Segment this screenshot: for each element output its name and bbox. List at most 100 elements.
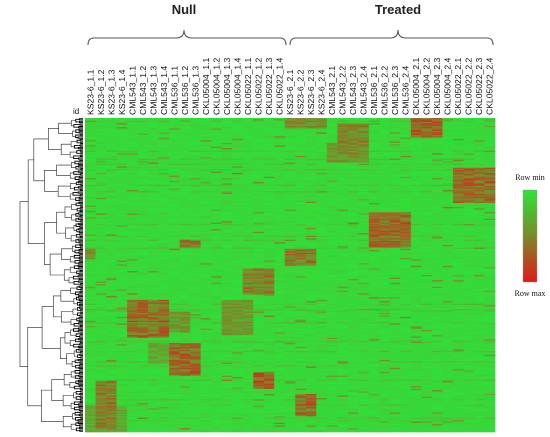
heatmap-cell xyxy=(389,121,401,124)
heatmap-cell xyxy=(127,154,138,157)
heatmap-cell xyxy=(95,154,107,157)
heatmap-cell xyxy=(274,165,286,167)
heatmap-cell xyxy=(379,123,391,125)
heatmap-cell xyxy=(295,209,307,212)
heatmap-cell xyxy=(179,154,191,157)
heatmap-cell xyxy=(410,233,422,235)
heatmap-cell xyxy=(263,124,275,127)
heatmap-cell xyxy=(263,218,275,221)
heatmap-cell xyxy=(442,201,454,204)
heatmap-cell xyxy=(316,180,328,183)
heatmap-cell xyxy=(274,184,286,187)
heatmap-cell xyxy=(368,153,380,155)
heatmap-cell xyxy=(263,240,275,243)
heatmap-cell xyxy=(179,135,191,137)
heatmap-cell xyxy=(127,229,138,231)
heatmap-cell xyxy=(337,161,349,163)
heatmap-cell xyxy=(358,127,370,129)
heatmap-cell xyxy=(106,136,117,138)
heatmap-cell xyxy=(431,149,443,152)
heatmap-cell xyxy=(200,206,212,209)
dendrogram-branch xyxy=(61,248,73,260)
heatmap-cell xyxy=(410,132,422,135)
heatmap-cell xyxy=(221,200,233,203)
heatmap-cell xyxy=(463,127,475,129)
heatmap-cell xyxy=(379,135,391,137)
heatmap-cell xyxy=(379,244,391,247)
heatmap-cell xyxy=(263,254,275,256)
heatmap-cell xyxy=(95,163,107,166)
heatmap-cell xyxy=(431,127,443,129)
heatmap-cell xyxy=(389,199,401,201)
heatmap-cell xyxy=(253,135,265,137)
heatmap-cell xyxy=(431,132,443,135)
heatmap-cell xyxy=(368,222,380,225)
heatmap-cell xyxy=(211,155,223,158)
heatmap-cell xyxy=(379,172,391,175)
dendrogram-branch xyxy=(79,303,83,307)
heatmap-cell xyxy=(148,169,159,171)
heatmap-cell xyxy=(389,226,401,229)
heatmap-cell xyxy=(410,195,422,197)
heatmap-cell xyxy=(190,248,201,251)
heatmap-cell xyxy=(368,135,380,137)
heatmap-cell xyxy=(305,218,317,221)
heatmap-cell xyxy=(316,158,328,161)
heatmap-cell xyxy=(190,200,201,203)
heatmap-cell xyxy=(368,182,380,184)
heatmap-cell xyxy=(106,125,117,128)
heatmap-cell xyxy=(158,209,170,212)
heatmap-cell xyxy=(263,146,275,149)
heatmap-cell xyxy=(389,193,401,196)
heatmap-cell xyxy=(253,201,265,204)
heatmap-cell xyxy=(473,212,485,214)
heatmap-cell xyxy=(473,200,485,203)
heatmap-cell xyxy=(148,240,159,243)
heatmap-cell xyxy=(221,192,233,195)
heatmap-cell xyxy=(305,172,317,175)
heatmap-cell xyxy=(211,186,223,188)
heatmap-cell xyxy=(232,166,244,169)
heatmap-cell xyxy=(473,251,485,254)
heatmap-cell xyxy=(148,158,159,161)
heatmap-cell xyxy=(410,247,422,250)
heatmap-cell xyxy=(116,183,128,186)
heatmap-cell xyxy=(148,256,159,259)
heatmap-cell xyxy=(137,167,149,170)
heatmap-cell xyxy=(379,212,391,214)
heatmap-cell xyxy=(442,127,454,129)
heatmap-cell xyxy=(148,167,159,170)
heatmap-cell xyxy=(106,170,117,172)
heatmap-cell xyxy=(85,229,96,231)
heatmap-cell xyxy=(274,171,286,174)
heatmap-cell xyxy=(337,210,349,213)
heatmap-cell xyxy=(347,204,359,207)
heatmap-cell xyxy=(389,201,401,204)
heatmap-cell xyxy=(305,129,317,132)
heatmap-cell xyxy=(137,149,149,152)
heatmap-cell xyxy=(484,135,496,137)
heatmap-cell xyxy=(242,248,254,251)
heatmap-cell xyxy=(326,225,338,227)
heatmap-cell xyxy=(274,123,286,125)
heatmap-cell xyxy=(284,196,296,199)
heatmap-cell xyxy=(452,192,464,195)
heatmap-cell xyxy=(421,209,433,212)
heatmap-cell xyxy=(116,186,128,188)
heatmap-cell xyxy=(431,248,443,251)
heatmap-cell xyxy=(95,237,107,239)
heatmap-cell xyxy=(242,153,254,155)
heatmap-cell xyxy=(211,141,223,144)
heatmap-cell xyxy=(127,137,138,140)
dendrogram-branch xyxy=(80,416,83,419)
heatmap-cell xyxy=(284,231,296,234)
heatmap-cell xyxy=(253,251,265,254)
heatmap-cell xyxy=(463,233,475,235)
heatmap-cell xyxy=(148,140,159,142)
heatmap-cell xyxy=(326,163,338,166)
heatmap-cell xyxy=(190,183,201,186)
heatmap-cell xyxy=(368,212,380,214)
heatmap-cell xyxy=(148,225,159,227)
heatmap-cell xyxy=(284,239,296,242)
heatmap-cell xyxy=(242,191,254,193)
